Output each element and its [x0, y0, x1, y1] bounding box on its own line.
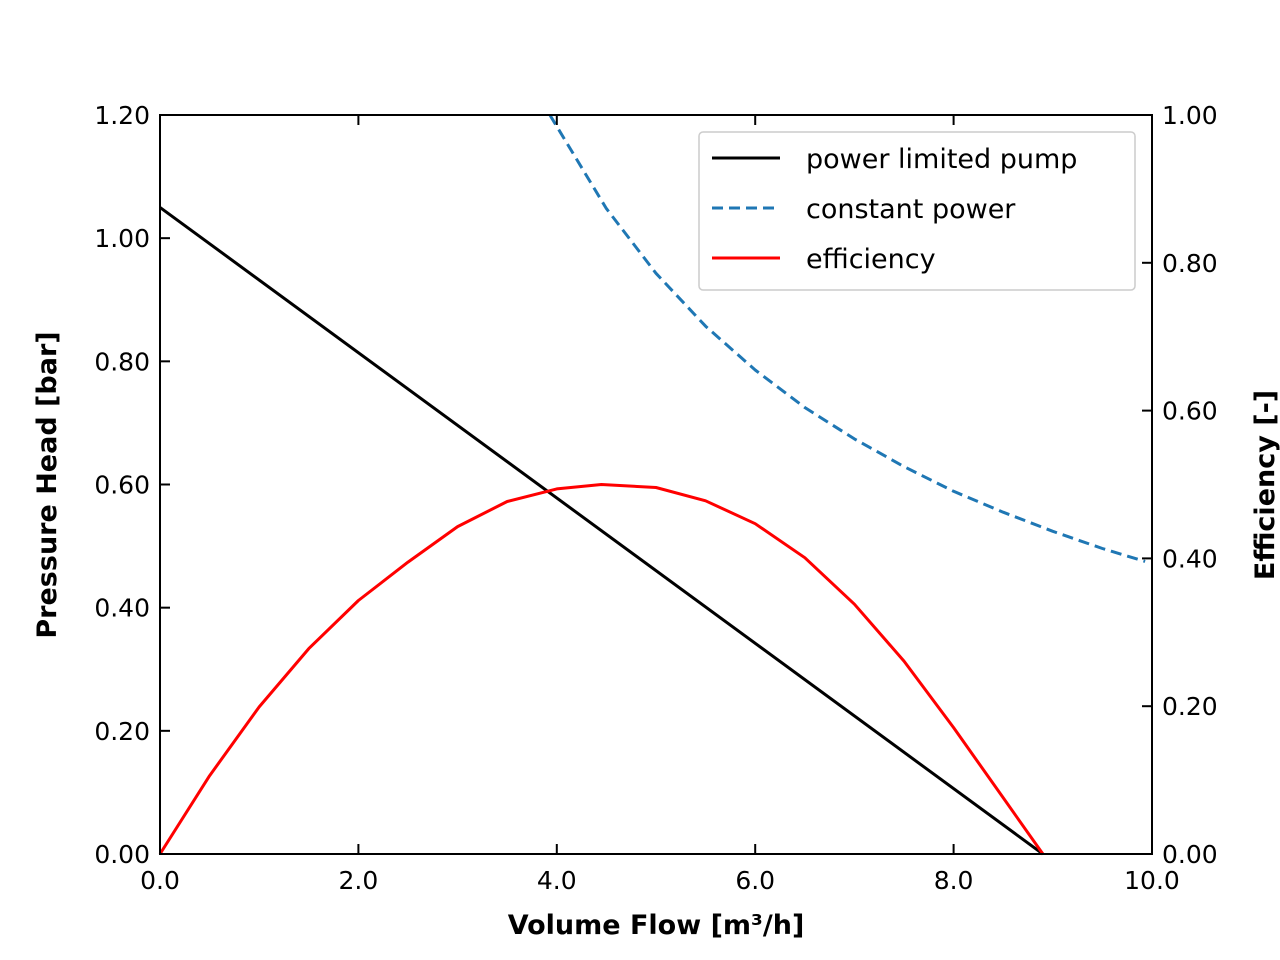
- y-tick-label: 1.00: [94, 224, 150, 253]
- y2-tick-label: 0.40: [1162, 544, 1218, 573]
- y-tick-label: 0.20: [94, 717, 150, 746]
- y2-tick-label: 1.00: [1162, 101, 1218, 130]
- y-tick-label: 0.60: [94, 471, 150, 500]
- x-tick-label: 0.0: [140, 866, 180, 895]
- series-line-power-limited-pump: [159, 206, 1044, 856]
- y2-tick-label: 0.80: [1162, 249, 1218, 278]
- legend-label-constant-power: constant power: [806, 194, 1016, 225]
- y2-axis-label: Efficiency [-]: [1250, 390, 1280, 580]
- ticks-layer: 0.0 2.0 4.0 6.0 8.0 10.00.000.200.400.600.801…: [94, 101, 1217, 895]
- y-tick-label: 0.40: [94, 594, 150, 623]
- legend-label-efficiency: efficiency: [806, 244, 936, 275]
- y-axis-label: Pressure Head [bar]: [32, 331, 63, 638]
- y-tick-label: 1.20: [94, 101, 150, 130]
- x-tick-label: 8.0: [934, 866, 974, 895]
- y-tick-label: 0.80: [94, 347, 150, 376]
- x-tick-label: 6.0: [735, 866, 775, 895]
- series-line-efficiency: [158, 483, 1045, 855]
- series-line-constant-power: [548, 114, 1146, 563]
- x-tick-label: 10.0: [1124, 866, 1180, 895]
- series-layer: [158, 114, 1146, 856]
- x-tick-label: 4.0: [537, 866, 577, 895]
- legend-box: [698, 131, 1136, 291]
- x-axis-label: Volume Flow [m³/h]: [508, 910, 805, 941]
- y2-tick-label: 0.60: [1162, 397, 1218, 426]
- x-tick-label: 2.0: [339, 866, 379, 895]
- legend: power limited pump constant power effici…: [698, 131, 1136, 291]
- y2-tick-label: 0.20: [1162, 692, 1218, 721]
- legend-label-power-limited-pump: power limited pump: [806, 144, 1077, 175]
- y2-tick-label: 0.00: [1162, 840, 1218, 869]
- y-tick-label: 0.00: [94, 840, 150, 869]
